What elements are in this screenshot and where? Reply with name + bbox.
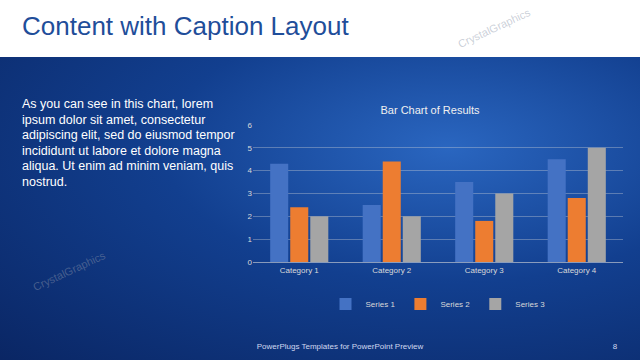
html-text:As you can see in this chart,: As you can see in this chart, lorem ipsu… <box>22 97 235 189</box>
html-text:CrystalGraphics: CrystalGraphics <box>456 6 533 50</box>
svg-text:3: 3 <box>248 189 253 198</box>
svg-text:2: 2 <box>248 212 253 221</box>
svg-text:Series 1: Series 1 <box>366 300 396 309</box>
svg-text:6: 6 <box>248 121 253 130</box>
html-text:CrystalGraphics: CrystalGraphics <box>31 249 108 293</box>
svg-text:Category 4: Category 4 <box>557 266 597 275</box>
html-text:PowerPlugs Templates for Power: PowerPlugs Templates for PowerPoint Prev… <box>256 342 424 351</box>
svg-text:Category 3: Category 3 <box>465 266 505 275</box>
svg-text:0: 0 <box>248 258 253 267</box>
svg-text:4: 4 <box>248 166 253 175</box>
svg-text:Category 2: Category 2 <box>372 266 412 275</box>
html-text:8: 8 <box>612 342 618 351</box>
svg-text:Series 3: Series 3 <box>515 300 545 309</box>
svg-text:5: 5 <box>248 144 253 153</box>
svg-text:Category 1: Category 1 <box>280 266 320 275</box>
svg-text:Series 2: Series 2 <box>440 300 470 309</box>
html-text:Content with Caption Layout: Content with Caption Layout <box>22 11 349 41</box>
svg-text:1: 1 <box>248 235 253 244</box>
svg-text:Bar Chart of Results: Bar Chart of Results <box>380 104 480 116</box>
